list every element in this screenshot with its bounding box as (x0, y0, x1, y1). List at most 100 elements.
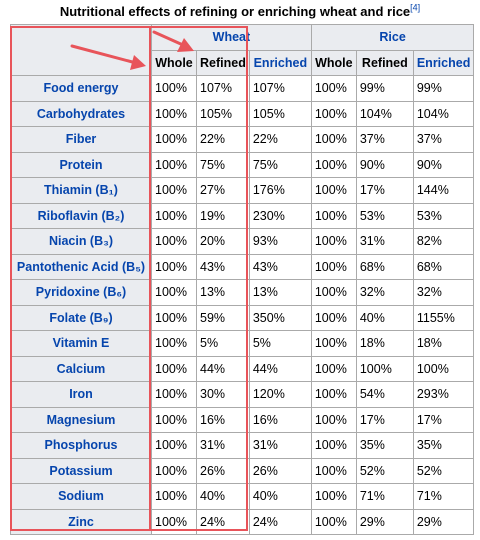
nutrient-link[interactable]: Iron (10, 381, 152, 408)
nutrient-link[interactable]: Calcium (10, 355, 152, 382)
value-cell: 99% (355, 75, 414, 102)
reference-link[interactable]: [4] (410, 2, 421, 13)
value-cell: 100% (310, 253, 357, 280)
group-header-rice[interactable]: Rice (310, 24, 475, 51)
value-cell: 44% (248, 355, 312, 382)
value-cell: 100% (310, 151, 357, 178)
value-cell: 100% (310, 279, 357, 306)
value-cell: 144% (412, 177, 475, 204)
value-cell: 32% (355, 279, 414, 306)
value-cell: 100% (151, 304, 197, 331)
value-cell: 18% (355, 330, 414, 357)
value-cell: 35% (412, 432, 475, 459)
table-row: Niacin (B₃) 100% 20% 93% 100% 31% 82% (10, 228, 475, 255)
value-cell: 75% (248, 151, 312, 178)
value-cell: 1155% (412, 304, 475, 331)
value-cell: 100% (151, 483, 197, 510)
corner-cell (10, 24, 152, 76)
table-row: Folate (B₉) 100% 59% 350% 100% 40% 1155% (10, 304, 475, 331)
table-body: Food energy 100% 107% 107% 100% 99% 99% Carbohy… (10, 75, 475, 535)
value-cell: 104% (412, 100, 475, 127)
value-cell: 120% (248, 381, 312, 408)
subheader-rice-enriched[interactable]: Enriched (412, 49, 475, 76)
subheader-wheat-enriched[interactable]: Enriched (248, 49, 312, 76)
nutrient-link[interactable]: Protein (10, 151, 152, 178)
nutrient-link[interactable]: Magnesium (10, 406, 152, 433)
value-cell: 100% (151, 202, 197, 229)
table-caption: Nutritional effects of refining or enric… (0, 2, 480, 20)
table-row: Riboflavin (B₂) 100% 19% 230% 100% 53% 53% (10, 202, 475, 229)
value-cell: 44% (196, 355, 250, 382)
value-cell: 93% (248, 228, 312, 255)
value-cell: 100% (151, 457, 197, 484)
group-header-wheat[interactable]: Wheat (151, 24, 312, 51)
value-cell: 100% (151, 432, 197, 459)
value-cell: 100% (151, 75, 197, 102)
value-cell: 30% (196, 381, 250, 408)
nutrient-link[interactable]: Fiber (10, 126, 152, 153)
nutrient-link[interactable]: Pantothenic Acid (B₅) (10, 253, 152, 280)
value-cell: 75% (196, 151, 250, 178)
table-row: Zinc 100% 24% 24% 100% 29% 29% (10, 508, 475, 535)
table-row: Calcium 100% 44% 44% 100% 100% 100% (10, 355, 475, 382)
value-cell: 100% (151, 126, 197, 153)
value-cell: 82% (412, 228, 475, 255)
subheader-wheat-refined: Refined (196, 49, 250, 76)
value-cell: 22% (196, 126, 250, 153)
value-cell: 71% (355, 483, 414, 510)
value-cell: 53% (355, 202, 414, 229)
value-cell: 26% (248, 457, 312, 484)
value-cell: 20% (196, 228, 250, 255)
value-cell: 40% (355, 304, 414, 331)
value-cell: 54% (355, 381, 414, 408)
value-cell: 100% (310, 75, 357, 102)
table-row: Sodium 100% 40% 40% 100% 71% 71% (10, 483, 475, 510)
value-cell: 104% (355, 100, 414, 127)
value-cell: 100% (310, 508, 357, 535)
value-cell: 40% (248, 483, 312, 510)
value-cell: 31% (355, 228, 414, 255)
value-cell: 100% (310, 406, 357, 433)
value-cell: 107% (248, 75, 312, 102)
value-cell: 31% (248, 432, 312, 459)
value-cell: 5% (196, 330, 250, 357)
value-cell: 293% (412, 381, 475, 408)
value-cell: 100% (310, 304, 357, 331)
value-cell: 100% (310, 457, 357, 484)
value-cell: 35% (355, 432, 414, 459)
value-cell: 32% (412, 279, 475, 306)
value-cell: 100% (310, 177, 357, 204)
value-cell: 90% (412, 151, 475, 178)
value-cell: 19% (196, 202, 250, 229)
value-cell: 22% (248, 126, 312, 153)
value-cell: 176% (248, 177, 312, 204)
nutrient-link[interactable]: Sodium (10, 483, 152, 510)
table-row: Magnesium 100% 16% 16% 100% 17% 17% (10, 406, 475, 433)
value-cell: 100% (310, 432, 357, 459)
nutrient-link[interactable]: Food energy (10, 75, 152, 102)
value-cell: 100% (151, 100, 197, 127)
subheader-wheat-whole: Whole (151, 49, 197, 76)
table-row: Food energy 100% 107% 107% 100% 99% 99% (10, 75, 475, 102)
value-cell: 100% (151, 151, 197, 178)
value-cell: 52% (412, 457, 475, 484)
table-row: Phosphorus 100% 31% 31% 100% 35% 35% (10, 432, 475, 459)
table-row: Thiamin (B₁) 100% 27% 176% 100% 17% 144% (10, 177, 475, 204)
value-cell: 71% (412, 483, 475, 510)
nutrient-link[interactable]: Vitamin E (10, 330, 152, 357)
nutrition-table: Wheat Rice Whole Refined Enriched Whole … (10, 24, 475, 535)
value-cell: 37% (412, 126, 475, 153)
value-cell: 105% (196, 100, 250, 127)
value-cell: 59% (196, 304, 250, 331)
value-cell: 100% (310, 202, 357, 229)
nutrient-link[interactable]: Niacin (B₃) (10, 228, 152, 255)
value-cell: 100% (151, 355, 197, 382)
value-cell: 100% (151, 279, 197, 306)
value-cell: 100% (151, 508, 197, 535)
caption-text: Nutritional effects of refining or enric… (59, 4, 411, 19)
arrow-left (70, 44, 146, 70)
value-cell: 29% (412, 508, 475, 535)
nutrient-link[interactable]: Phosphorus (10, 432, 152, 459)
value-cell: 13% (196, 279, 250, 306)
value-cell: 100% (151, 406, 197, 433)
